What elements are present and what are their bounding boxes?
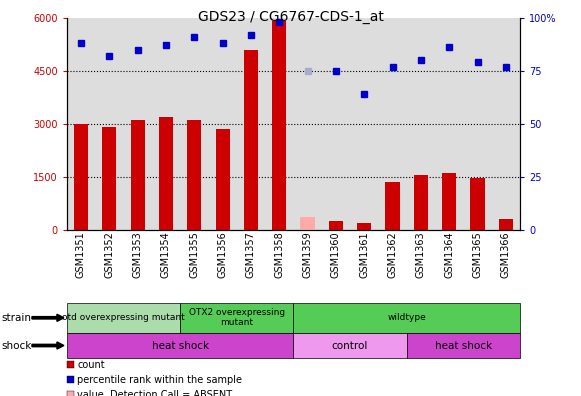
- Bar: [74, 124, 88, 230]
- Bar: [414, 175, 428, 230]
- Text: control: control: [332, 341, 368, 350]
- Bar: [442, 173, 456, 230]
- Bar: [216, 129, 229, 230]
- Text: percentile rank within the sample: percentile rank within the sample: [77, 375, 242, 385]
- Text: otd overexpressing mutant: otd overexpressing mutant: [62, 313, 185, 322]
- Bar: [471, 179, 485, 230]
- Text: wildtype: wildtype: [388, 313, 426, 322]
- Text: value, Detection Call = ABSENT: value, Detection Call = ABSENT: [77, 390, 232, 396]
- Bar: [300, 217, 315, 230]
- Bar: [498, 219, 513, 230]
- Text: strain: strain: [2, 313, 32, 323]
- Bar: [159, 117, 173, 230]
- Text: OTX2 overexpressing
mutant: OTX2 overexpressing mutant: [189, 308, 285, 327]
- Text: heat shock: heat shock: [152, 341, 209, 350]
- Bar: [272, 21, 286, 230]
- Bar: [385, 182, 400, 230]
- Text: GDS23 / CG6767-CDS-1_at: GDS23 / CG6767-CDS-1_at: [198, 10, 383, 24]
- Bar: [357, 223, 371, 230]
- Bar: [244, 50, 258, 230]
- Text: count: count: [77, 360, 105, 370]
- Bar: [187, 120, 202, 230]
- Bar: [131, 120, 145, 230]
- Text: heat shock: heat shock: [435, 341, 492, 350]
- Bar: [329, 221, 343, 230]
- Text: shock: shock: [2, 341, 32, 350]
- Bar: [102, 127, 116, 230]
